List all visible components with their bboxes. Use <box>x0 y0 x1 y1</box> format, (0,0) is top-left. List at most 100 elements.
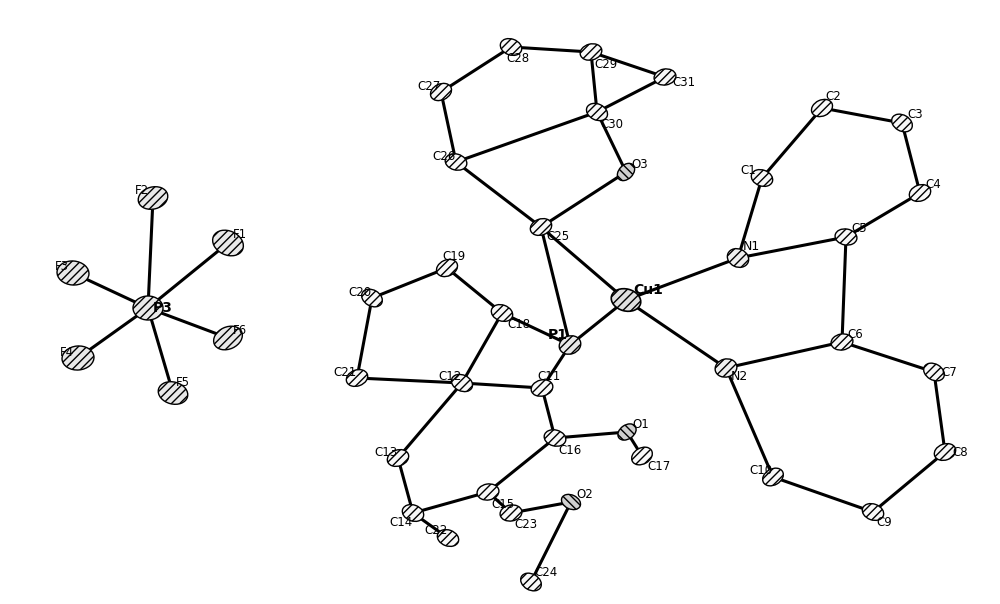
Text: N2: N2 <box>731 370 748 382</box>
Text: F3: F3 <box>55 260 69 274</box>
Ellipse shape <box>436 259 458 277</box>
Ellipse shape <box>654 69 676 85</box>
Ellipse shape <box>62 346 94 370</box>
Ellipse shape <box>586 103 608 121</box>
Text: C1: C1 <box>740 164 756 176</box>
Text: C19: C19 <box>442 249 465 263</box>
Ellipse shape <box>500 39 522 56</box>
Ellipse shape <box>477 484 499 500</box>
Ellipse shape <box>561 495 581 510</box>
Text: F6: F6 <box>233 324 247 336</box>
Text: C7: C7 <box>941 365 957 379</box>
Ellipse shape <box>924 363 944 381</box>
Ellipse shape <box>500 505 522 521</box>
Text: C17: C17 <box>647 460 670 472</box>
Text: O2: O2 <box>576 487 593 501</box>
Ellipse shape <box>617 163 635 181</box>
Ellipse shape <box>57 261 89 285</box>
Ellipse shape <box>362 289 382 307</box>
Text: C13: C13 <box>374 446 397 458</box>
Ellipse shape <box>909 185 931 201</box>
Ellipse shape <box>521 573 541 591</box>
Ellipse shape <box>715 359 737 377</box>
Ellipse shape <box>586 103 608 121</box>
Text: C27: C27 <box>417 80 440 92</box>
Ellipse shape <box>133 296 163 320</box>
Ellipse shape <box>437 530 459 547</box>
Ellipse shape <box>346 370 368 387</box>
Ellipse shape <box>451 374 473 391</box>
Text: C16: C16 <box>558 443 581 457</box>
Text: C14: C14 <box>389 516 412 530</box>
Text: C26: C26 <box>432 150 455 162</box>
Text: C28: C28 <box>506 53 529 65</box>
Text: N1: N1 <box>743 240 760 252</box>
Ellipse shape <box>835 229 857 245</box>
Ellipse shape <box>561 495 581 510</box>
Ellipse shape <box>934 443 956 460</box>
Ellipse shape <box>445 154 467 170</box>
Ellipse shape <box>580 43 602 60</box>
Text: C11: C11 <box>537 370 560 382</box>
Ellipse shape <box>500 505 522 521</box>
Ellipse shape <box>559 336 581 355</box>
Ellipse shape <box>811 100 833 117</box>
Ellipse shape <box>158 382 188 404</box>
Ellipse shape <box>437 530 459 547</box>
Text: P3: P3 <box>153 301 173 315</box>
Ellipse shape <box>62 346 94 370</box>
Text: C30: C30 <box>600 118 623 130</box>
Ellipse shape <box>138 187 168 210</box>
Ellipse shape <box>835 229 857 245</box>
Ellipse shape <box>213 230 243 256</box>
Ellipse shape <box>544 430 566 446</box>
Ellipse shape <box>387 449 409 466</box>
Ellipse shape <box>715 359 737 377</box>
Ellipse shape <box>924 363 944 381</box>
Text: P1: P1 <box>548 328 568 342</box>
Ellipse shape <box>214 326 242 350</box>
Text: C6: C6 <box>847 327 863 341</box>
Text: C3: C3 <box>907 109 923 121</box>
Ellipse shape <box>632 447 652 465</box>
Ellipse shape <box>445 154 467 170</box>
Ellipse shape <box>862 504 884 521</box>
Ellipse shape <box>611 289 641 311</box>
Text: C4: C4 <box>925 179 941 191</box>
Ellipse shape <box>491 304 513 321</box>
Ellipse shape <box>57 261 89 285</box>
Text: F1: F1 <box>233 228 247 242</box>
Text: C9: C9 <box>876 515 892 528</box>
Text: C8: C8 <box>952 446 968 458</box>
Ellipse shape <box>531 380 553 396</box>
Ellipse shape <box>214 326 242 350</box>
Text: F4: F4 <box>60 345 74 359</box>
Ellipse shape <box>387 449 409 466</box>
Text: F5: F5 <box>176 376 190 390</box>
Ellipse shape <box>213 230 243 256</box>
Text: O1: O1 <box>632 417 649 431</box>
Ellipse shape <box>727 249 749 268</box>
Ellipse shape <box>831 334 853 350</box>
Ellipse shape <box>158 382 188 404</box>
Ellipse shape <box>133 296 163 320</box>
Ellipse shape <box>862 504 884 521</box>
Ellipse shape <box>500 39 522 56</box>
Text: C22: C22 <box>424 524 447 536</box>
Ellipse shape <box>751 170 773 187</box>
Text: C5: C5 <box>851 222 867 236</box>
Ellipse shape <box>727 249 749 268</box>
Ellipse shape <box>402 504 424 521</box>
Ellipse shape <box>491 304 513 321</box>
Ellipse shape <box>617 163 635 181</box>
Ellipse shape <box>138 187 168 210</box>
Ellipse shape <box>892 114 912 132</box>
Ellipse shape <box>751 170 773 187</box>
Text: C21: C21 <box>333 365 356 379</box>
Ellipse shape <box>892 114 912 132</box>
Ellipse shape <box>909 185 931 201</box>
Ellipse shape <box>430 83 452 101</box>
Ellipse shape <box>402 504 424 521</box>
Ellipse shape <box>811 100 833 117</box>
Ellipse shape <box>831 334 853 350</box>
